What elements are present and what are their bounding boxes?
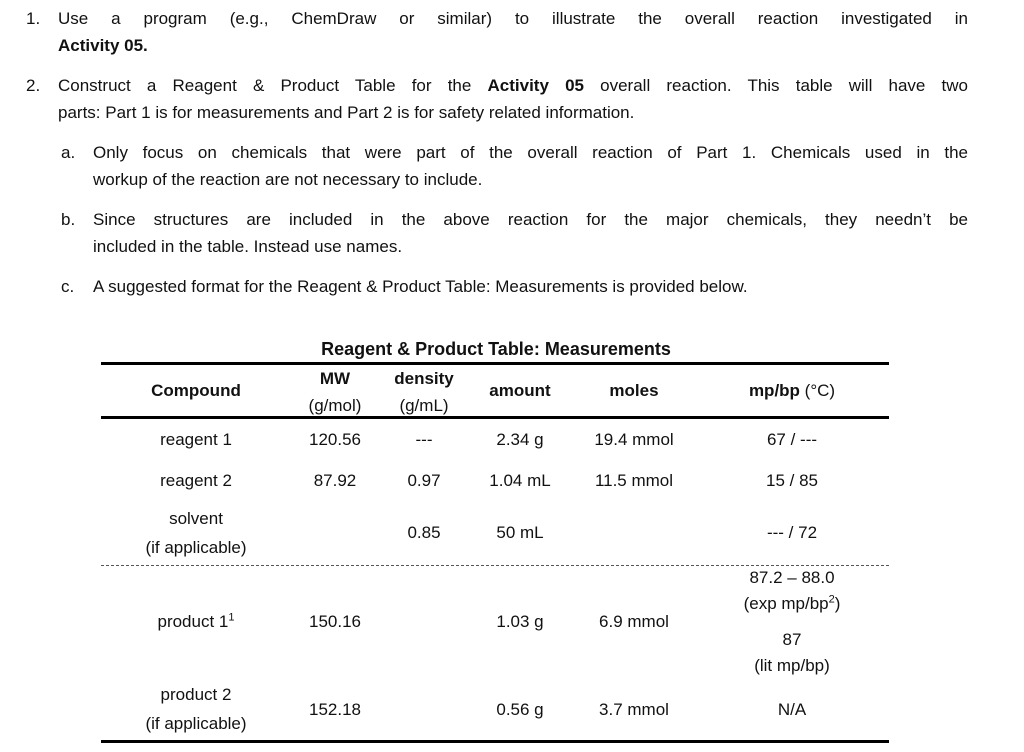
cell: 87	[782, 630, 802, 649]
item-number: 1.	[26, 9, 41, 28]
subitem-text: included in the table. Instead use names…	[93, 237, 403, 256]
item-number: 2.	[26, 76, 41, 95]
header: (g/mL)	[399, 396, 449, 415]
subitem-letter: c.	[61, 277, 75, 296]
cell: product 2	[160, 685, 232, 704]
cell: N/A	[777, 700, 807, 719]
cell: 120.56	[309, 430, 361, 449]
cell: 67 / ---	[766, 430, 818, 449]
subitem-text: A suggested format for the Reagent & Pro…	[93, 277, 748, 296]
cell: 6.9 mmol	[599, 612, 669, 631]
cell: (if applicable)	[145, 538, 247, 557]
cell: ---	[415, 430, 433, 449]
cell: 15 / 85	[766, 471, 818, 490]
cell: 87.92	[313, 471, 357, 490]
cell: 2.34 g	[496, 430, 544, 449]
superscript: 1	[228, 611, 235, 624]
cell: 3.7 mmol	[599, 700, 669, 719]
cell: 87.2 – 88.0	[749, 568, 835, 587]
subitem-text: Only focus on chemicals that were part o…	[93, 143, 968, 162]
header: MW	[319, 369, 351, 388]
cell: 152.18	[309, 700, 361, 719]
header: amount	[489, 381, 551, 400]
text: )	[834, 594, 841, 613]
cell: 1.03 g	[496, 612, 544, 631]
cell: 0.97	[407, 471, 441, 490]
cell: reagent 2	[160, 471, 232, 490]
cell: --- / 72	[766, 523, 818, 542]
text: (°C)	[799, 381, 836, 400]
item-text: Construct a Reagent & Product Table for …	[58, 75, 968, 97]
text: Construct a Reagent & Product Table for …	[58, 76, 488, 95]
cell: (exp mp/bp2)	[692, 594, 892, 614]
text: product 1	[157, 612, 229, 631]
item-text: Activity 05.	[58, 36, 148, 55]
text: overall reaction. This table will have t…	[583, 76, 968, 95]
cell: 19.4 mmol	[594, 430, 674, 449]
cell: solvent	[169, 509, 223, 528]
subitem-letter: a.	[61, 143, 76, 162]
rule	[101, 362, 889, 365]
cell: 1.04 mL	[489, 471, 551, 490]
bold-text: Activity 05	[487, 76, 584, 95]
cell: 11.5 mmol	[594, 471, 674, 490]
item-text: parts: Part 1 is for measurements and Pa…	[58, 103, 635, 122]
cell: (if applicable)	[145, 714, 247, 733]
subitem-text: Since structures are included in the abo…	[93, 210, 968, 229]
cell: product 11	[96, 612, 296, 632]
cell: 50 mL	[496, 523, 544, 542]
cell: 0.56 g	[496, 700, 544, 719]
cell: 150.16	[309, 612, 361, 631]
header: density	[394, 369, 454, 388]
table-title: Reagent & Product Table: Measurements	[321, 339, 671, 359]
subitem-letter: b.	[61, 210, 76, 229]
header: Compound	[151, 381, 241, 400]
text: mp/bp	[748, 381, 800, 400]
header: moles	[609, 381, 659, 400]
cell: 0.85	[407, 523, 441, 542]
superscript: 2	[828, 593, 835, 606]
cell: (lit mp/bp)	[754, 656, 830, 675]
text: (exp mp/bp	[743, 594, 829, 613]
header: mp/bp (°C)	[692, 381, 892, 401]
dashed-rule	[101, 565, 889, 566]
cell: reagent 1	[160, 430, 232, 449]
header: (g/mol)	[308, 396, 362, 415]
item-text: Use a program (e.g., ChemDraw or similar…	[58, 9, 968, 28]
rule	[101, 416, 889, 419]
rule	[101, 740, 889, 743]
subitem-text: workup of the reaction are not necessary…	[93, 170, 483, 189]
